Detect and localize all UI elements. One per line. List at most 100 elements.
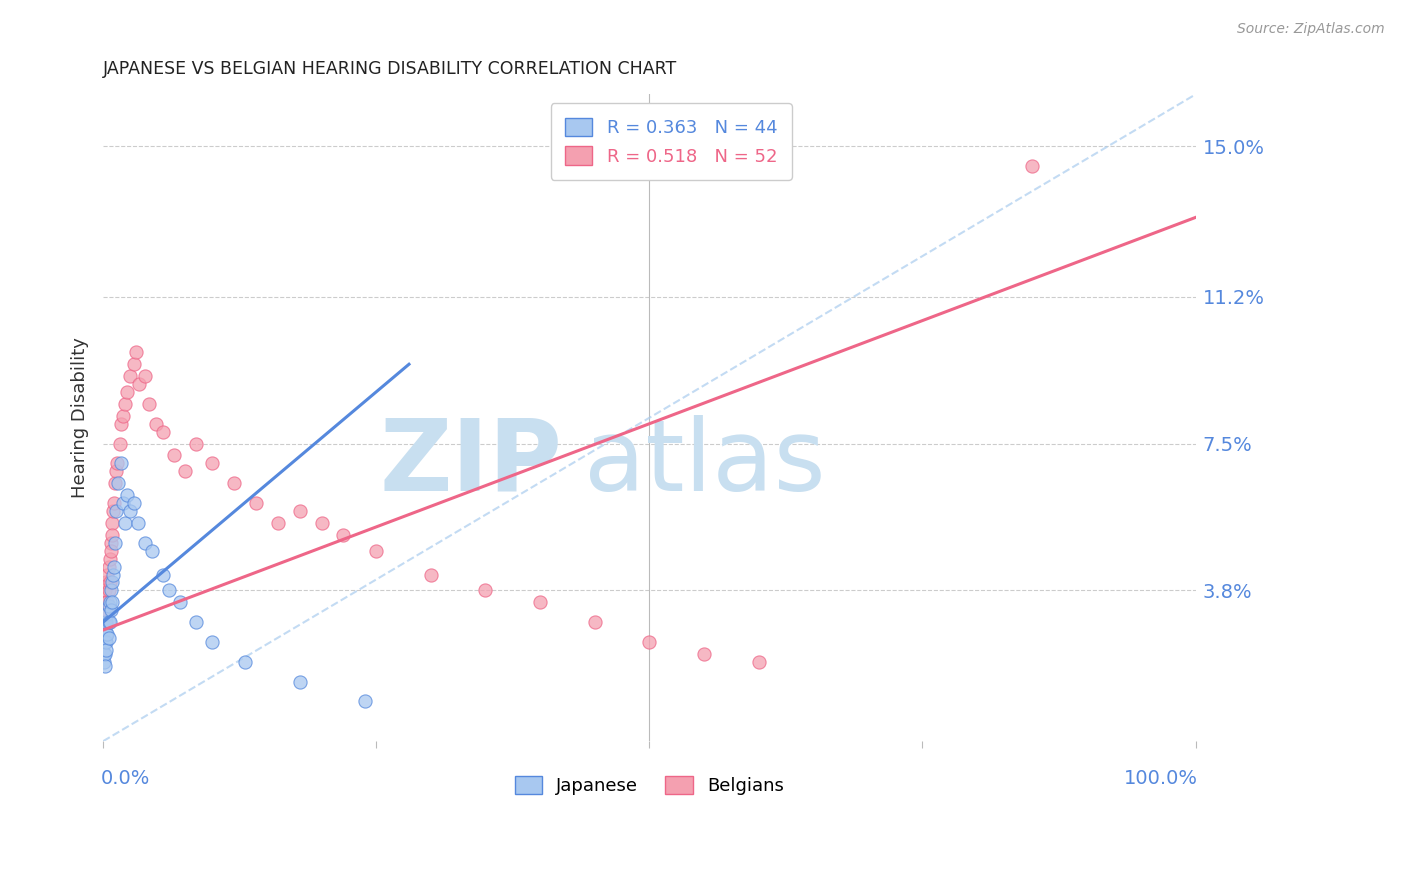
Point	[141, 543, 163, 558]
Point	[1021, 159, 1043, 173]
Point	[288, 674, 311, 689]
Point	[101, 516, 124, 530]
Y-axis label: Hearing Disability: Hearing Disability	[72, 337, 89, 499]
Point	[332, 528, 354, 542]
Point	[474, 583, 496, 598]
Point	[120, 504, 142, 518]
Point	[114, 397, 136, 411]
Point	[201, 457, 224, 471]
Point	[529, 595, 551, 609]
Point	[111, 409, 134, 423]
Point	[120, 369, 142, 384]
Point	[115, 384, 138, 399]
Point	[122, 496, 145, 510]
Text: atlas: atlas	[583, 415, 825, 512]
Point	[103, 496, 125, 510]
Point	[97, 599, 120, 614]
Point	[108, 436, 131, 450]
Point	[96, 575, 118, 590]
Point	[93, 635, 115, 649]
Point	[110, 417, 132, 431]
Point	[311, 516, 333, 530]
Point	[419, 567, 441, 582]
Point	[174, 464, 197, 478]
Text: ZIP: ZIP	[380, 415, 562, 512]
Text: 0.0%: 0.0%	[101, 769, 150, 788]
Point	[288, 504, 311, 518]
Point	[94, 623, 117, 637]
Point	[127, 516, 149, 530]
Point	[267, 516, 290, 530]
Point	[96, 603, 118, 617]
Point	[114, 516, 136, 530]
Point	[101, 567, 124, 582]
Point	[104, 476, 127, 491]
Point	[96, 627, 118, 641]
Point	[97, 615, 120, 629]
Point	[98, 595, 121, 609]
Point	[583, 615, 606, 629]
Point	[93, 647, 115, 661]
Point	[98, 575, 121, 590]
Point	[184, 615, 207, 629]
Point	[748, 655, 770, 669]
Point	[94, 615, 117, 629]
Point	[157, 583, 180, 598]
Point	[184, 436, 207, 450]
Point	[101, 595, 124, 609]
Point	[94, 635, 117, 649]
Point	[105, 464, 128, 478]
Point	[115, 488, 138, 502]
Point	[96, 627, 118, 641]
Point	[111, 496, 134, 510]
Text: JAPANESE VS BELGIAN HEARING DISABILITY CORRELATION CHART: JAPANESE VS BELGIAN HEARING DISABILITY C…	[103, 60, 678, 78]
Point	[152, 567, 174, 582]
Point	[638, 635, 661, 649]
Point	[103, 559, 125, 574]
Point	[100, 536, 122, 550]
Point	[94, 647, 117, 661]
Point	[152, 425, 174, 439]
Point	[98, 615, 121, 629]
Point	[134, 536, 156, 550]
Point	[97, 559, 120, 574]
Legend: Japanese, Belgians: Japanese, Belgians	[501, 762, 799, 810]
Point	[354, 694, 377, 708]
Point	[224, 476, 246, 491]
Point	[125, 345, 148, 359]
Point	[94, 583, 117, 598]
Point	[145, 417, 167, 431]
Point	[101, 528, 124, 542]
Point	[169, 595, 191, 609]
Point	[233, 655, 256, 669]
Point	[93, 595, 115, 609]
Point	[101, 504, 124, 518]
Point	[97, 631, 120, 645]
Text: 100.0%: 100.0%	[1123, 769, 1198, 788]
Point	[138, 397, 160, 411]
Point	[97, 583, 120, 598]
Point	[101, 575, 124, 590]
Point	[105, 457, 128, 471]
Point	[96, 595, 118, 609]
Point	[134, 369, 156, 384]
Text: Source: ZipAtlas.com: Source: ZipAtlas.com	[1237, 22, 1385, 37]
Point	[110, 457, 132, 471]
Point	[105, 504, 128, 518]
Point	[163, 449, 186, 463]
Point	[693, 647, 716, 661]
Point	[96, 643, 118, 657]
Point	[100, 603, 122, 617]
Point	[94, 658, 117, 673]
Point	[104, 536, 127, 550]
Point	[201, 635, 224, 649]
Point	[100, 583, 122, 598]
Point	[96, 635, 118, 649]
Point	[93, 655, 115, 669]
Point	[128, 377, 150, 392]
Point	[98, 551, 121, 566]
Point	[122, 357, 145, 371]
Point	[96, 567, 118, 582]
Point	[96, 607, 118, 622]
Point	[107, 476, 129, 491]
